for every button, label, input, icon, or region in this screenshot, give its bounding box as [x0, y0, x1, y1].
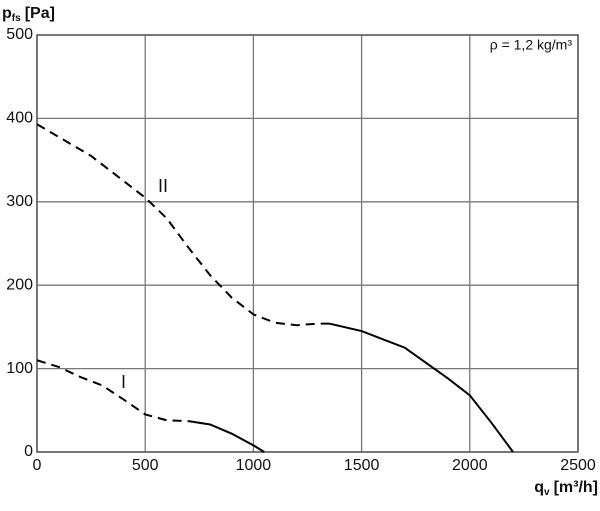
- y-tick-label: 400: [6, 110, 33, 127]
- y-label-sub: fs: [12, 13, 21, 24]
- curve-label: I: [121, 372, 126, 392]
- x-tick-label: 1500: [344, 457, 380, 474]
- x-label-unit: [m³/h]: [554, 479, 598, 496]
- x-tick-label: 2500: [560, 457, 596, 474]
- plot-frame: [36, 34, 579, 453]
- x-axis-label: qv [m³/h]: [534, 479, 598, 497]
- x-tick-label: 0: [33, 457, 42, 474]
- y-label-symbol: p: [2, 5, 12, 22]
- y-tick-label: 300: [6, 193, 33, 210]
- x-label-sub: v: [544, 487, 550, 498]
- curve: [188, 420, 265, 453]
- y-tick-label: 0: [24, 443, 33, 460]
- y-tick-label: 200: [6, 276, 33, 293]
- curve: [328, 322, 514, 453]
- y-tick-label: 500: [6, 26, 33, 43]
- curve: [36, 359, 189, 423]
- x-label-symbol: q: [534, 479, 544, 496]
- x-tick-label: 2000: [452, 457, 488, 474]
- curve-label: II: [158, 176, 168, 196]
- y-label-unit: [Pa]: [25, 5, 55, 22]
- y-tick-label: 100: [6, 360, 33, 377]
- x-tick-label: 500: [132, 457, 159, 474]
- y-axis-label: pfs [Pa]: [2, 5, 55, 23]
- annotation: ρ = 1,2 kg/m³: [490, 37, 573, 53]
- x-tick-label: 1000: [236, 457, 272, 474]
- curve: [36, 123, 330, 327]
